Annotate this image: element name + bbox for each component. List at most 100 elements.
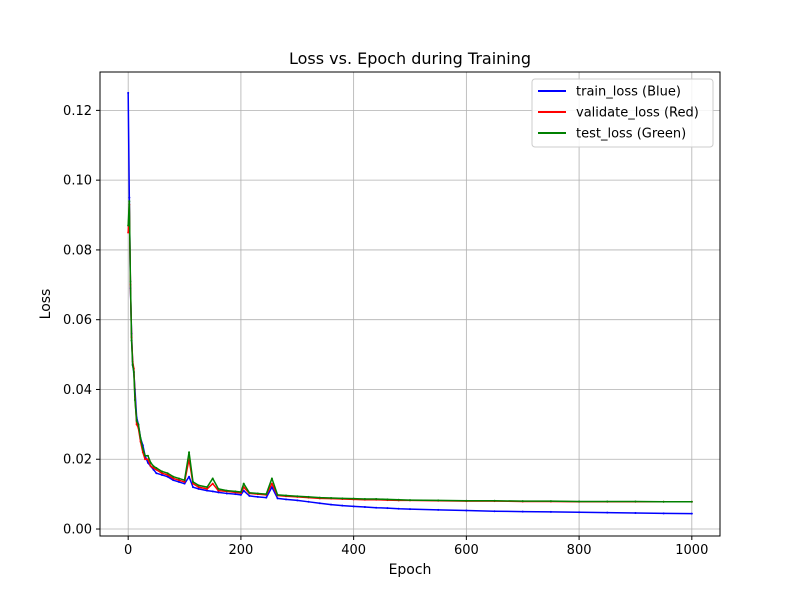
data-point-validate-loss	[166, 473, 169, 476]
data-point-test-loss	[662, 500, 665, 503]
data-point-test-loss	[129, 280, 132, 283]
series-line-test-loss	[127, 200, 692, 503]
data-point-train-loss	[270, 486, 273, 489]
data-point-train-loss	[128, 196, 131, 199]
data-point-validate-loss	[155, 468, 158, 471]
data-point-test-loss	[239, 491, 242, 494]
data-point-test-loss	[128, 200, 131, 203]
data-point-test-loss	[127, 224, 130, 227]
data-point-validate-loss	[197, 486, 200, 489]
legend-label-test-loss: test_loss (Green)	[576, 127, 686, 142]
data-point-train-loss	[606, 511, 609, 514]
y-tick-label: 0.00	[63, 523, 92, 538]
data-point-train-loss	[166, 475, 169, 478]
data-point-train-loss	[549, 510, 552, 513]
data-point-train-loss	[578, 511, 581, 514]
data-point-validate-loss	[270, 482, 273, 485]
data-point-test-loss	[192, 480, 194, 483]
legend: train_loss (Blue) validate_loss (Red) test…	[531, 78, 714, 148]
data-point-test-loss	[493, 499, 496, 502]
data-point-train-loss	[155, 472, 158, 475]
data-point-train-loss	[437, 508, 440, 511]
data-point-train-loss	[285, 498, 287, 501]
data-point-test-loss	[217, 487, 220, 490]
data-point-test-loss	[152, 465, 155, 468]
data-point-train-loss	[397, 507, 400, 510]
data-point-test-loss	[397, 498, 400, 501]
data-point-test-loss	[318, 496, 321, 499]
data-point-test-loss	[465, 499, 468, 502]
data-point-test-loss	[341, 497, 344, 500]
y-axis-ticks: 0.00 0.02 0.04 0.06 0.08 0.10 0.12	[63, 104, 100, 538]
data-point-train-loss	[265, 496, 268, 499]
data-point-train-loss	[296, 499, 299, 502]
data-point-test-loss	[409, 499, 411, 502]
data-point-train-loss	[662, 512, 665, 515]
data-point-train-loss	[225, 492, 228, 495]
plot-frame	[99, 71, 721, 537]
data-point-train-loss	[239, 493, 242, 496]
data-point-test-loss	[183, 479, 186, 482]
chart-title: Loss vs. Epoch during Training	[289, 49, 531, 68]
data-point-train-loss	[318, 502, 321, 505]
x-tick-label: 600	[454, 543, 479, 558]
data-point-test-loss	[130, 339, 133, 342]
legend-label-validate-loss: validate_loss (Red)	[576, 106, 699, 121]
data-point-train-loss	[206, 489, 209, 492]
data-point-validate-loss	[161, 472, 163, 475]
data-point-train-loss	[521, 510, 524, 513]
data-point-test-loss	[206, 486, 209, 489]
y-tick-label: 0.04	[63, 383, 92, 398]
y-tick-label: 0.02	[63, 453, 92, 468]
data-point-train-loss	[465, 509, 468, 512]
data-point-test-loss	[265, 493, 268, 496]
data-point-test-loss	[690, 500, 693, 503]
data-point-validate-loss	[206, 487, 209, 490]
legend-box	[531, 78, 714, 148]
data-point-test-loss	[256, 492, 259, 495]
data-point-train-loss	[307, 500, 310, 503]
data-point-test-loss	[386, 498, 389, 501]
data-point-train-loss	[375, 506, 378, 509]
data-point-validate-loss	[177, 479, 180, 482]
data-point-test-loss	[352, 497, 355, 500]
data-point-train-loss	[211, 490, 214, 493]
data-point-train-loss	[183, 482, 186, 485]
data-point-train-loss	[690, 512, 693, 515]
data-point-train-loss	[386, 507, 389, 510]
data-point-test-loss	[634, 500, 637, 503]
y-tick-label: 0.12	[63, 104, 92, 119]
y-axis-label: Loss	[38, 289, 54, 320]
data-point-validate-loss	[217, 489, 220, 492]
data-point-test-loss	[166, 472, 169, 475]
data-point-test-loss	[161, 470, 163, 473]
data-point-test-loss	[137, 423, 140, 426]
data-point-test-loss	[296, 495, 299, 498]
data-point-train-loss	[352, 505, 355, 508]
data-point-test-loss	[141, 447, 144, 450]
data-point-test-loss	[225, 489, 228, 492]
data-point-train-loss	[172, 479, 175, 482]
data-point-test-loss	[606, 500, 609, 503]
data-point-train-loss	[256, 495, 259, 498]
data-point-train-loss	[197, 487, 200, 490]
data-point-test-loss	[363, 498, 366, 501]
data-point-train-loss	[188, 475, 191, 478]
data-point-test-loss	[131, 364, 134, 367]
y-tick-label: 0.10	[63, 174, 92, 189]
x-tick-label: 0	[124, 543, 132, 558]
y-tick-label: 0.06	[63, 313, 92, 328]
data-point-test-loss	[144, 454, 147, 457]
data-point-train-loss	[409, 508, 411, 511]
data-point-test-loss	[307, 495, 310, 498]
data-point-test-loss	[133, 398, 136, 401]
data-point-test-loss	[242, 482, 245, 485]
data-point-test-loss	[197, 484, 200, 487]
data-point-validate-loss	[135, 423, 138, 426]
data-point-validate-loss	[183, 480, 186, 483]
data-point-train-loss	[493, 510, 496, 513]
x-axis-ticks: 0 200 400 600 800 1000	[124, 536, 708, 558]
data-point-test-loss	[276, 493, 279, 496]
data-point-train-loss	[242, 489, 245, 492]
